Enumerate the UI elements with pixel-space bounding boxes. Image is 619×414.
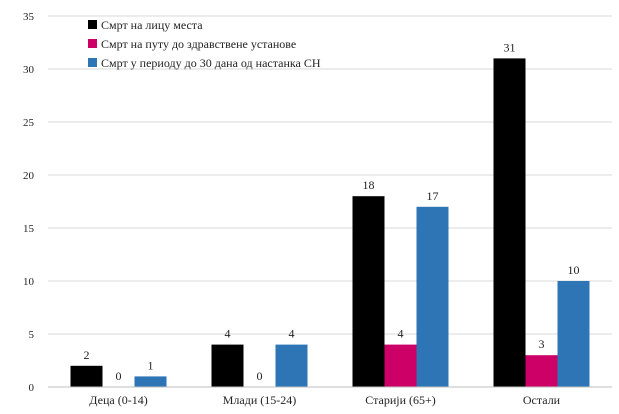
data-label: 4 [398,327,404,341]
gridlines [48,15,612,335]
y-tick-label: 25 [23,117,35,129]
data-label: 18 [363,178,375,192]
bar [525,355,558,387]
bar [557,281,590,387]
data-label: 4 [289,327,295,341]
data-label: 17 [427,189,439,203]
bar [211,344,244,387]
bar [70,365,103,387]
data-labels: 2 0 1 4 0 4 18 4 17 31 3 10 [84,40,580,383]
data-label: 4 [225,327,231,341]
data-label: 3 [539,337,545,351]
y-tick-label: 30 [23,64,35,76]
bar [275,344,308,387]
y-tick-label: 5 [29,329,35,341]
y-tick-label: 20 [23,170,35,182]
data-label: 10 [568,263,580,277]
legend-swatch [88,58,97,67]
y-tick-label: 10 [23,276,35,288]
data-label: 0 [257,369,263,383]
legend-label: Смрт на лицу места [101,18,203,32]
y-tick-label: 0 [29,382,35,394]
x-category-label: Млади (15-24) [223,393,297,407]
data-label: 31 [504,40,516,54]
legend-swatch [88,20,97,29]
data-label: 2 [84,348,90,362]
bar [352,196,385,387]
bar [493,58,526,388]
legend-swatch [88,39,97,48]
y-tick-label: 35 [23,11,35,23]
data-label: 1 [148,358,154,372]
x-category-label: Остали [523,393,561,407]
bar [416,206,449,387]
legend: Смрт на лицу места Смрт на путу до здравс… [88,18,321,70]
data-label: 0 [116,369,122,383]
y-tick-label: 15 [23,223,35,235]
legend-label: Смрт у периоду до 30 дана од настанка СН [101,56,321,70]
legend-label: Смрт на путу до здравствене установе [101,37,296,51]
x-category-label: Старији (65+) [365,393,436,407]
bar [134,376,167,387]
bars [70,58,590,388]
bar [384,344,417,387]
x-category-label: Деца (0-14) [89,393,147,407]
